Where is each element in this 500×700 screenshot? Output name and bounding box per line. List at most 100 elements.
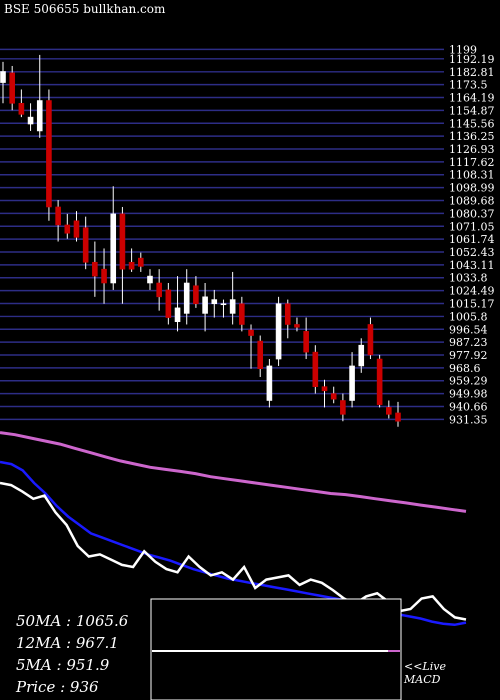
ma5-label: 5MA : 951.9 [16, 656, 110, 674]
live-macd-label[interactable]: <<Live MACD [404, 660, 446, 686]
candle-body [55, 206, 61, 226]
candle-body [330, 393, 337, 400]
candle [147, 269, 153, 290]
candle-body [128, 261, 135, 270]
candle-body [284, 303, 291, 325]
price-tick-label: 949.98 [449, 388, 488, 401]
candle-body [183, 282, 190, 314]
candle-body [193, 285, 199, 305]
candle [137, 252, 144, 272]
candle-body [9, 72, 15, 104]
price-tick-label: 1192.19 [449, 53, 495, 66]
candle-body [0, 71, 6, 83]
candle-body [18, 102, 25, 115]
candle-body [137, 257, 144, 267]
candle-body [64, 224, 71, 234]
price-tick-label: 1173.5 [449, 79, 488, 92]
price-tick-label: 940.66 [449, 400, 488, 413]
candle-body [220, 303, 227, 306]
candle [27, 103, 34, 131]
price-tick-label: 931.35 [449, 413, 488, 426]
candle-body [312, 351, 319, 387]
candle-body [101, 268, 107, 284]
candle-body [119, 213, 126, 270]
candle-body [376, 358, 383, 405]
price-tick-label: 996.54 [449, 323, 488, 336]
candle-body [211, 299, 218, 305]
price-tick-label: 977.92 [449, 349, 488, 362]
price-tick-label: 1071.05 [449, 220, 495, 233]
candle-body [395, 412, 401, 422]
candle [64, 213, 71, 239]
price-tick-label: 1164.19 [449, 92, 495, 105]
candle [386, 400, 392, 419]
candle-body [257, 340, 264, 370]
candle [36, 54, 43, 138]
candle [303, 317, 309, 360]
price-tick-label: 1080.37 [449, 207, 495, 220]
candlestick-series [0, 54, 401, 427]
price-label: Price : 936 [16, 678, 99, 696]
candle-body [294, 324, 300, 328]
macd-panel [150, 598, 402, 700]
candle-body [266, 365, 273, 401]
candle-body [229, 299, 236, 314]
price-tick-label: 1015.17 [449, 298, 495, 311]
candle-body [165, 289, 172, 318]
candle [202, 283, 208, 332]
price-tick-label: 1199 [449, 43, 477, 56]
candle-body [367, 324, 374, 356]
candle [110, 186, 117, 290]
candle [294, 317, 300, 332]
candle [330, 386, 337, 404]
price-tick-label: 1024.49 [449, 285, 495, 298]
candle [128, 248, 135, 272]
price-axis-ticks: 11991192.191182.811173.51164.191154.8711… [449, 43, 495, 426]
candle-body [46, 100, 52, 208]
candle [220, 299, 227, 318]
candle-body [248, 329, 254, 336]
price-tick-label: 987.23 [449, 336, 488, 349]
candle-body [202, 296, 208, 314]
candle [239, 296, 245, 332]
price-tick-label: 1098.99 [449, 182, 495, 195]
candle [174, 276, 181, 332]
ma50-line [0, 431, 467, 513]
price-tick-label: 968.6 [449, 362, 481, 375]
candle [92, 241, 98, 297]
price-tick-label: 1154.87 [449, 104, 495, 117]
candle [257, 335, 264, 377]
candle-body [36, 100, 43, 132]
candle [248, 324, 254, 369]
candle-body [27, 116, 34, 125]
candle [349, 352, 355, 408]
candle [275, 296, 282, 366]
candle [367, 317, 374, 360]
candle [9, 65, 15, 111]
candle-body [349, 365, 355, 401]
candle-body [239, 303, 245, 325]
candle-body [156, 282, 162, 298]
price-tick-label: 1117.62 [449, 156, 495, 169]
candle [312, 345, 319, 394]
price-tick-label: 1182.81 [449, 66, 495, 79]
price-tick-label: 959.29 [449, 375, 488, 388]
price-tick-label: 1145.56 [449, 117, 495, 130]
candle-body [303, 331, 309, 353]
candle [340, 393, 346, 422]
candle [156, 269, 162, 311]
ma12-label: 12MA : 967.1 [16, 634, 119, 652]
candle-body [92, 261, 98, 277]
chart-title: BSE 506655 bullkhan.com [4, 2, 166, 16]
candle [395, 401, 401, 427]
candle [211, 289, 218, 318]
candle [183, 269, 190, 325]
candle [82, 216, 89, 270]
candle-body [340, 400, 346, 415]
moving-average-lines [0, 431, 467, 627]
candle-body [147, 275, 153, 284]
candle [321, 379, 328, 408]
ma50-label: 50MA : 1065.6 [16, 612, 129, 630]
candle-body [82, 227, 89, 263]
